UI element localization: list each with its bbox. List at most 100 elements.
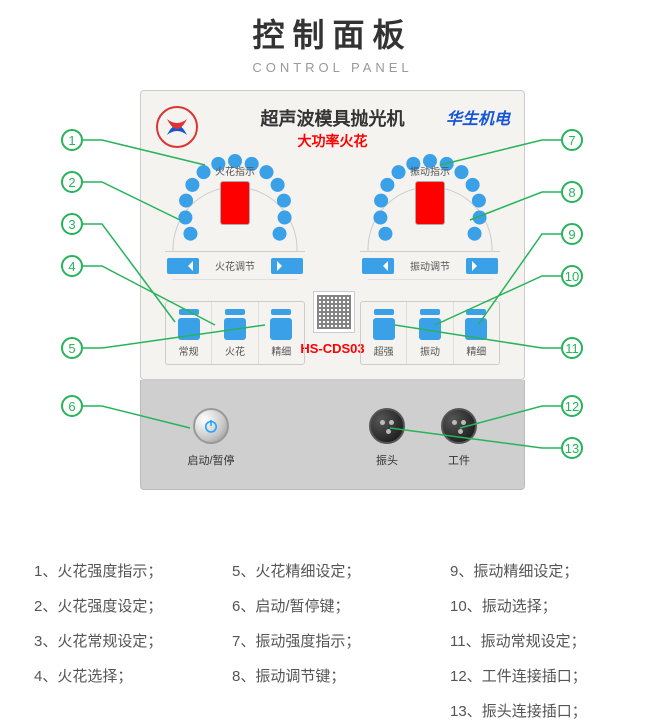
legend-item [34,700,214,721]
spark-decrease-button[interactable] [167,258,199,274]
callout-4: 4 [61,255,83,277]
mode-button[interactable] [373,318,395,340]
vibration-decrease-button[interactable] [362,258,394,274]
legend-num: 11、 [450,633,481,650]
led-indicator [271,309,291,315]
vibration-adjust-row: 振动调节 [360,251,500,279]
callout-12: 12 [561,395,583,417]
legend-item: 11、振动常规设定； [450,630,650,651]
panel-upper: 超声波模具抛光机 大功率火花 华生机电 火花指示 火花调节 振动指示 振动调节 [140,90,525,380]
legend-item: 8、振动调节键； [232,665,432,686]
mode-label: 精细 [271,343,291,358]
mode-button[interactable] [224,318,246,340]
spark-dial-title: 火花指示 [165,163,305,178]
callout-10: 10 [561,265,583,287]
vibration-increase-button[interactable] [466,258,498,274]
callout-2: 2 [61,171,83,193]
callout-8: 8 [561,181,583,203]
vibration-dial: 振动指示 振动调节 [360,151,500,291]
power-label: 启动/暂停 [171,452,251,468]
legend-item: 7、振动强度指示； [232,630,432,651]
vibration-mode-row: 超强 振动 精细 [360,301,500,365]
mode-label: 常规 [179,343,199,358]
spark-level-button[interactable] [220,181,250,225]
mode-button[interactable] [178,318,200,340]
legend-text: 振动强度指示； [255,633,360,650]
legend-num: 6、 [232,598,255,615]
connector-probe[interactable] [369,408,405,444]
product-subtitle: 大功率火花 [141,131,524,151]
legend-num: 10、 [450,598,482,615]
legend-item: 2、火花强度设定； [34,595,214,616]
legend-num: 1、 [34,563,57,580]
legend-item: 6、启动/暂停键； [232,595,432,616]
legend-item: 9、振动精细设定； [450,560,650,581]
legend-item [232,700,432,721]
mode-label: 火花 [225,343,245,358]
panel-lower: 启动/暂停 振头 工件 [140,380,525,490]
vibration-adjust-label: 振动调节 [410,258,450,273]
vibration-mode-vibrate[interactable]: 振动 [407,302,453,364]
legend-num: 13、 [450,703,482,720]
led-indicator [466,309,486,315]
legend-text: 工件连接插口； [482,668,587,685]
legend-num: 4、 [34,668,57,685]
spark-mode-row: 常规 火花 精细 [165,301,305,365]
legend-text: 火花精细设定； [255,563,360,580]
led-indicator [420,309,440,315]
mode-label: 精细 [466,343,486,358]
legend: 1、火花强度指示；5、火花精细设定；9、振动精细设定；2、火花强度设定；6、启动… [34,560,645,721]
vibration-dial-title: 振动指示 [360,163,500,178]
legend-item: 5、火花精细设定； [232,560,432,581]
spark-adjust-row: 火花调节 [165,251,305,279]
legend-item: 13、振头连接插口； [450,700,650,721]
legend-num: 7、 [232,633,255,650]
mode-label: 超强 [374,343,394,358]
mode-button[interactable] [419,318,441,340]
legend-text: 振动选择； [482,598,557,615]
spark-mode-normal[interactable]: 常规 [166,302,212,364]
legend-text: 火花强度设定； [57,598,162,615]
vibration-mode-strong[interactable]: 超强 [361,302,407,364]
connector-probe-label: 振头 [357,452,417,468]
callout-13: 13 [561,437,583,459]
callout-9: 9 [561,223,583,245]
qr-code [313,291,355,333]
legend-num: 2、 [34,598,57,615]
connector-workpiece[interactable] [441,408,477,444]
legend-num: 3、 [34,633,57,650]
callout-1: 1 [61,129,83,151]
led-indicator [179,309,199,315]
spark-dial: 火花指示 火花调节 [165,151,305,291]
spark-mode-fine[interactable]: 精细 [259,302,304,364]
control-panel: 超声波模具抛光机 大功率火花 华生机电 火花指示 火花调节 振动指示 振动调节 [140,90,525,490]
spark-increase-button[interactable] [271,258,303,274]
legend-item: 12、工件连接插口； [450,665,650,686]
callout-11: 11 [561,337,583,359]
legend-text: 振动调节键； [255,668,345,685]
led-indicator [374,309,394,315]
power-button[interactable] [193,408,229,444]
callout-5: 5 [61,337,83,359]
legend-num: 8、 [232,668,255,685]
spark-mode-spark[interactable]: 火花 [212,302,258,364]
legend-text: 振动常规设定； [481,633,586,650]
legend-text: 振头连接插口； [482,703,587,720]
legend-item: 10、振动选择； [450,595,650,616]
legend-item: 3、火花常规设定； [34,630,214,651]
mode-button[interactable] [270,318,292,340]
spark-adjust-label: 火花调节 [215,258,255,273]
legend-text: 火花常规设定； [57,633,162,650]
mode-button[interactable] [465,318,487,340]
legend-text: 火花强度指示； [57,563,162,580]
legend-text: 启动/暂停键； [255,598,349,615]
vibration-level-button[interactable] [415,181,445,225]
legend-item: 1、火花强度指示； [34,560,214,581]
callout-3: 3 [61,213,83,235]
legend-item: 4、火花选择； [34,665,214,686]
legend-num: 5、 [232,563,255,580]
callout-6: 6 [61,395,83,417]
page-title-en: CONTROL PANEL [0,60,665,75]
vibration-mode-fine[interactable]: 精细 [454,302,499,364]
legend-num: 9、 [450,563,473,580]
